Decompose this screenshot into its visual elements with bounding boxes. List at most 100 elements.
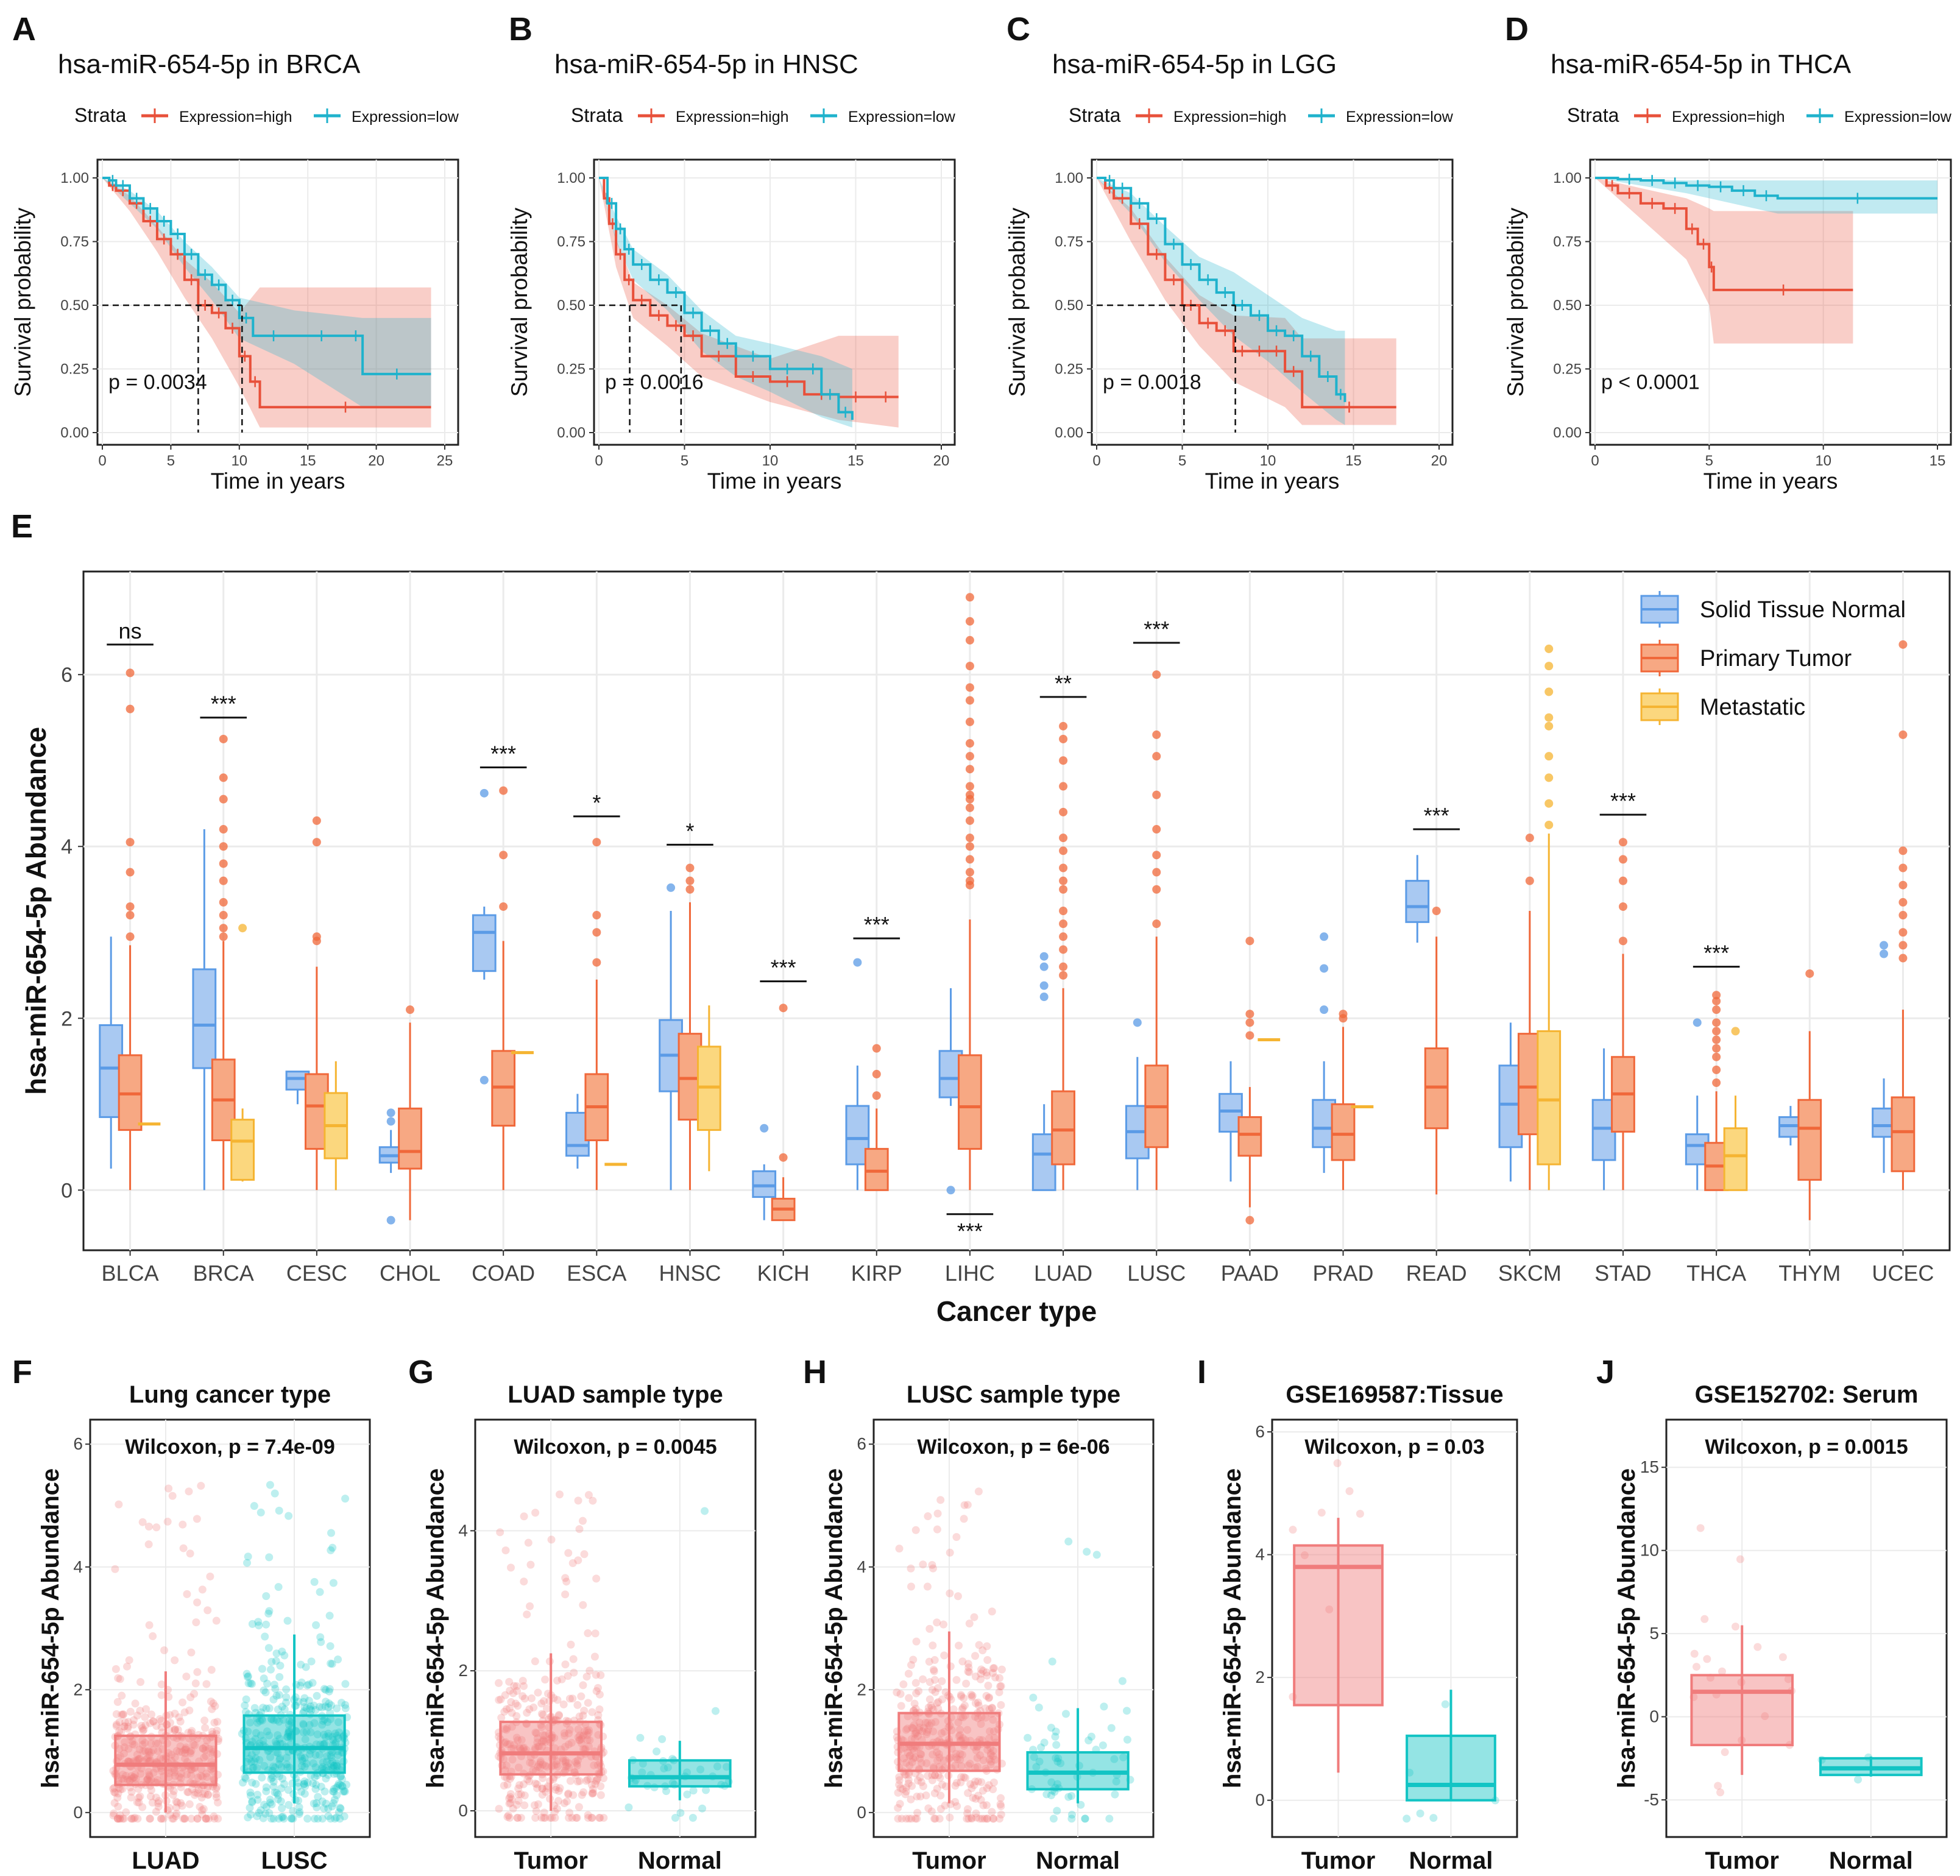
jitter-point [529,1766,537,1774]
jitter-point [175,1747,183,1756]
jitter-point [165,1484,173,1493]
outlier-point [1544,662,1554,671]
jitter-point [334,1780,343,1788]
jitter-point [506,1563,515,1572]
x-tick-label: 0 [1591,453,1599,469]
jitter-point [275,1814,283,1823]
jitter-point [303,1681,311,1690]
jitter-point [328,1787,337,1796]
jitter-point [925,1657,933,1666]
outlier-point [1544,799,1554,808]
plot-area [1589,158,1952,446]
y-tick-label: 0.00 [1553,425,1582,441]
outlier-point [1152,885,1161,894]
x-tick-label: BLCA [102,1261,159,1286]
jitter-point [520,1743,528,1752]
outlier-point [1320,1005,1329,1014]
jitter-point [933,1684,942,1693]
jitter-point [201,1743,210,1751]
jitter-point [306,1750,314,1758]
box-skcm-metastatic [1537,644,1562,1191]
box-body [1051,1090,1075,1166]
jitter-point [543,1784,551,1793]
jitter-point [683,1790,692,1799]
jitter-point [933,1748,941,1757]
panel-title: GSE152702: Serum [1695,1381,1919,1408]
jitter-point [317,1638,325,1646]
jitter-point [335,1728,344,1736]
jitter-point [283,1732,292,1741]
jitter-point [931,1718,939,1726]
jitter-point [275,1506,283,1515]
jitter-point [510,1741,518,1749]
jitter-point [953,1592,962,1601]
x-tick-label: STAD [1594,1261,1651,1286]
jitter-point [152,1793,160,1802]
outlier-point [1039,981,1049,990]
outlier-point [965,876,974,885]
jitter-point [907,1795,915,1803]
jitter-point [959,1713,968,1722]
outlier-point [1039,952,1049,961]
jitter-point [977,1669,985,1678]
jitter-point [145,1772,154,1780]
jitter-point [259,1814,267,1822]
y-tick-label: 0.75 [60,234,89,250]
jitter-point [578,1739,586,1747]
jitter-point [972,1809,980,1818]
jitter-point [911,1728,920,1736]
jitter-point [580,1707,589,1715]
jitter-point [299,1721,308,1729]
jitter-point [512,1682,521,1690]
jitter-point [194,1785,203,1794]
jitter-point [1429,1814,1438,1822]
jitter-point [143,1775,152,1784]
x-tick-label: UCEC [1872,1261,1934,1286]
jitter-point [895,1780,904,1789]
jitter-point [946,1662,955,1671]
jitter-point [572,1814,581,1822]
jitter-point [251,1735,260,1743]
box-stad-primary-tumor [1611,838,1635,1191]
jitter-point [326,1642,334,1651]
jitter-point [957,1691,965,1699]
box-coad-solid-tissue-normal [472,788,497,1085]
jitter-point [982,1691,991,1700]
jitter-point [246,1788,255,1797]
jitter-point [551,1808,559,1816]
jitter-point [575,1736,584,1744]
jitter-point [989,1669,997,1677]
jitter-point [145,1777,154,1785]
outlier-point [499,786,508,795]
jitter-point [1037,1743,1045,1752]
jitter-point [133,1814,142,1823]
outlier-point [1544,713,1554,722]
jitter-point [145,1771,154,1779]
jitter-point [986,1749,995,1758]
jitter-point [196,1802,204,1811]
jitter-point [303,1814,312,1823]
y-tick-label: 0 [1255,1791,1265,1810]
y-tick-label: 6 [73,1434,83,1453]
y-tick-label: 6 [857,1434,866,1453]
jitter-point [250,1757,259,1766]
jitter-point [688,1814,697,1822]
jitter-point [333,1762,341,1771]
jitter-point [988,1704,996,1713]
jitter-point [255,1756,264,1765]
jitter-point [997,1810,1005,1819]
jitter-point [341,1701,350,1709]
jitter-point [958,1734,967,1743]
jitter-point [564,1549,573,1557]
jitter-point [141,1713,149,1721]
outlier-point [1712,1078,1721,1088]
jitter-point [114,1802,122,1811]
jitter-point [319,1730,328,1739]
y-axis-label: Survival probability [10,207,35,397]
outlier-point [1544,773,1554,782]
jitter-point [902,1771,910,1779]
jitter-point [922,1759,931,1768]
outlier-point [1059,971,1068,980]
jitter-point [990,1733,999,1742]
